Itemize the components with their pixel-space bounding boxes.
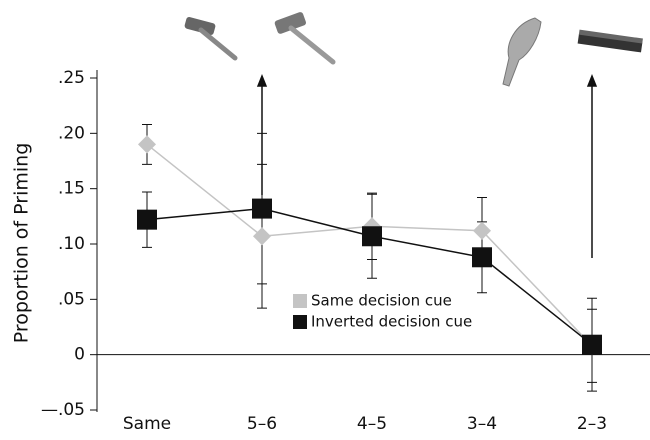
x-tick-label: 5–6: [247, 414, 277, 434]
y-tick-label: .20: [58, 123, 85, 143]
arrows: [258, 76, 596, 258]
legend-label: Inverted decision cue: [311, 313, 472, 331]
marker: [253, 227, 271, 245]
y-tick-label: —.05: [41, 400, 85, 420]
chart: Proportion of Priming —.05 0 .05 .10 .15 .20.…: [0, 0, 650, 436]
y-tick-label: .05: [58, 289, 85, 309]
y-tick-label: .25: [58, 68, 85, 88]
y-axis-label: Proportion of Priming: [11, 143, 33, 344]
comb-icon: [578, 30, 643, 53]
arrow-head: [588, 76, 596, 86]
legend-swatch: [293, 294, 307, 308]
icons: [184, 11, 643, 86]
x-tick-label: 2–3: [577, 414, 607, 434]
y-tick-label: .15: [58, 179, 85, 199]
x-tick-label: 4–5: [357, 414, 387, 434]
x-tick-label: 3–4: [467, 414, 497, 434]
y-tick-label: 0: [74, 345, 85, 365]
marker: [362, 226, 382, 246]
gavel-icon: [274, 11, 333, 62]
x-tick-label: Same: [123, 414, 171, 434]
legend-label: Same decision cue: [311, 292, 452, 310]
gavel-icon: [184, 16, 235, 58]
marker: [582, 335, 602, 355]
legend-swatch: [293, 315, 307, 329]
marker: [472, 247, 492, 267]
y-tick-label: .10: [58, 234, 85, 254]
marker: [252, 199, 272, 219]
marker: [138, 135, 156, 153]
comb-icon: [503, 18, 541, 86]
marker: [137, 210, 157, 230]
arrow-head: [258, 76, 266, 86]
